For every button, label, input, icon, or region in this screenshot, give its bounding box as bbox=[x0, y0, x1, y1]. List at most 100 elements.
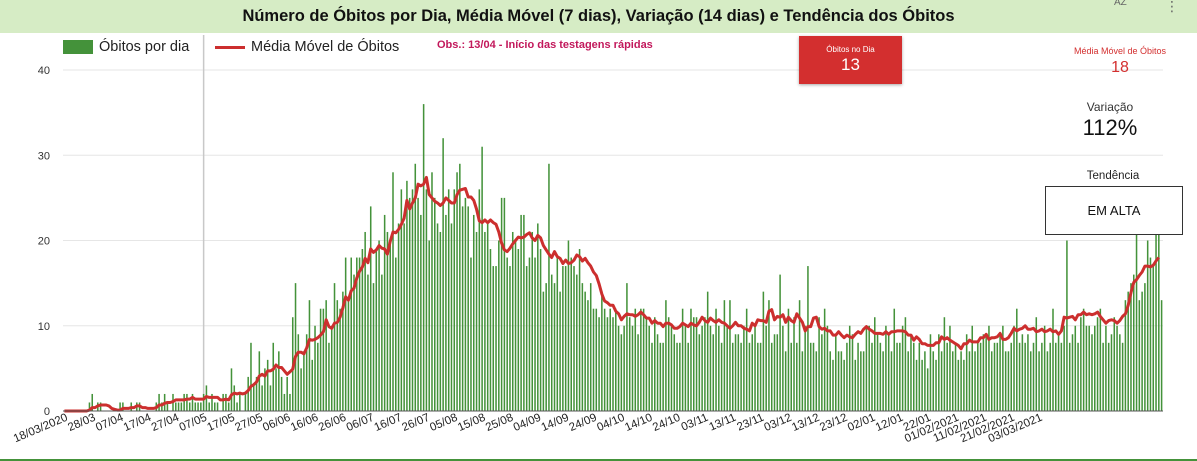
bar[interactable] bbox=[740, 342, 742, 411]
bar[interactable] bbox=[901, 325, 904, 411]
bar[interactable] bbox=[865, 325, 868, 411]
bar[interactable] bbox=[1096, 317, 1099, 411]
bar[interactable] bbox=[665, 300, 667, 411]
bar[interactable] bbox=[239, 393, 241, 411]
legend-item-line[interactable]: Média Móvel de Óbitos bbox=[215, 38, 399, 56]
bar[interactable] bbox=[197, 402, 199, 411]
bar[interactable] bbox=[868, 325, 870, 411]
bar[interactable] bbox=[525, 266, 528, 411]
bar[interactable] bbox=[1027, 334, 1029, 411]
bar[interactable] bbox=[308, 300, 311, 411]
bar[interactable] bbox=[648, 325, 650, 411]
bar[interactable] bbox=[1035, 317, 1038, 411]
bar[interactable] bbox=[862, 351, 865, 411]
bar[interactable] bbox=[826, 325, 829, 411]
bar[interactable] bbox=[400, 189, 403, 411]
bar[interactable] bbox=[1124, 300, 1127, 411]
bar[interactable] bbox=[687, 342, 689, 411]
bar[interactable] bbox=[1021, 334, 1024, 411]
bar[interactable] bbox=[559, 291, 561, 411]
bar[interactable] bbox=[470, 257, 472, 411]
bar[interactable] bbox=[467, 206, 469, 411]
bar[interactable] bbox=[161, 402, 163, 411]
bar[interactable] bbox=[358, 257, 361, 411]
bar[interactable] bbox=[851, 334, 854, 411]
bar[interactable] bbox=[932, 351, 935, 411]
bar[interactable] bbox=[690, 308, 692, 411]
bar[interactable] bbox=[784, 351, 787, 411]
bar[interactable] bbox=[776, 334, 779, 411]
bar[interactable] bbox=[1018, 342, 1021, 411]
bar[interactable] bbox=[344, 257, 347, 411]
bar[interactable] bbox=[177, 402, 180, 411]
bar[interactable] bbox=[1049, 342, 1051, 411]
bar[interactable] bbox=[617, 325, 620, 411]
bar[interactable] bbox=[258, 351, 261, 411]
bar[interactable] bbox=[768, 300, 770, 411]
bar[interactable] bbox=[305, 334, 308, 411]
bar[interactable] bbox=[1060, 342, 1063, 411]
bar[interactable] bbox=[330, 325, 333, 411]
bar[interactable] bbox=[556, 257, 559, 411]
bar[interactable] bbox=[381, 274, 383, 411]
bar[interactable] bbox=[1068, 342, 1071, 411]
bar[interactable] bbox=[815, 351, 818, 411]
bar[interactable] bbox=[378, 240, 380, 412]
bar[interactable] bbox=[567, 240, 570, 412]
bar[interactable] bbox=[1041, 342, 1043, 411]
bar[interactable] bbox=[935, 359, 937, 411]
bar[interactable] bbox=[960, 351, 962, 411]
bar[interactable] bbox=[1113, 317, 1116, 411]
bar[interactable] bbox=[926, 368, 929, 411]
bar[interactable] bbox=[1074, 325, 1077, 411]
bar[interactable] bbox=[342, 291, 344, 411]
bar[interactable] bbox=[988, 325, 990, 411]
bar[interactable] bbox=[250, 342, 252, 411]
bar[interactable] bbox=[216, 402, 219, 411]
bar[interactable] bbox=[695, 317, 698, 411]
bar[interactable] bbox=[280, 376, 283, 411]
bar[interactable] bbox=[91, 393, 94, 411]
bar[interactable] bbox=[835, 334, 837, 411]
bar[interactable] bbox=[971, 325, 974, 411]
bar[interactable] bbox=[943, 317, 946, 411]
bar[interactable] bbox=[623, 325, 625, 411]
bar[interactable] bbox=[550, 274, 553, 411]
bar[interactable] bbox=[737, 334, 740, 411]
bar[interactable] bbox=[1135, 231, 1138, 411]
bar[interactable] bbox=[447, 189, 450, 411]
bar[interactable] bbox=[1002, 325, 1004, 411]
bar[interactable] bbox=[1146, 240, 1149, 412]
bar[interactable] bbox=[595, 308, 598, 411]
bar[interactable] bbox=[328, 342, 330, 411]
bar[interactable] bbox=[553, 283, 556, 411]
bar[interactable] bbox=[798, 300, 801, 411]
bar[interactable] bbox=[166, 402, 169, 411]
bar[interactable] bbox=[645, 317, 648, 411]
bar[interactable] bbox=[779, 274, 781, 411]
bar[interactable] bbox=[252, 385, 255, 411]
bar[interactable] bbox=[230, 368, 233, 411]
bar[interactable] bbox=[531, 231, 534, 411]
bar[interactable] bbox=[620, 334, 623, 411]
bar[interactable] bbox=[921, 359, 923, 411]
bar[interactable] bbox=[188, 402, 191, 411]
bar[interactable] bbox=[743, 325, 745, 411]
bar[interactable] bbox=[990, 351, 993, 411]
bar[interactable] bbox=[1080, 317, 1082, 411]
bar[interactable] bbox=[119, 402, 121, 411]
bar[interactable] bbox=[993, 342, 996, 411]
bar[interactable] bbox=[353, 274, 355, 411]
bar[interactable] bbox=[1038, 351, 1040, 411]
bar[interactable] bbox=[461, 206, 464, 411]
bar[interactable] bbox=[846, 342, 848, 411]
bar[interactable] bbox=[503, 197, 506, 411]
bar[interactable] bbox=[214, 402, 216, 411]
bar[interactable] bbox=[383, 214, 386, 411]
bar[interactable] bbox=[489, 249, 492, 411]
bar[interactable] bbox=[712, 334, 715, 411]
bar[interactable] bbox=[871, 342, 873, 411]
bar[interactable] bbox=[982, 334, 985, 411]
bar[interactable] bbox=[1052, 308, 1054, 411]
bar[interactable] bbox=[598, 317, 600, 411]
